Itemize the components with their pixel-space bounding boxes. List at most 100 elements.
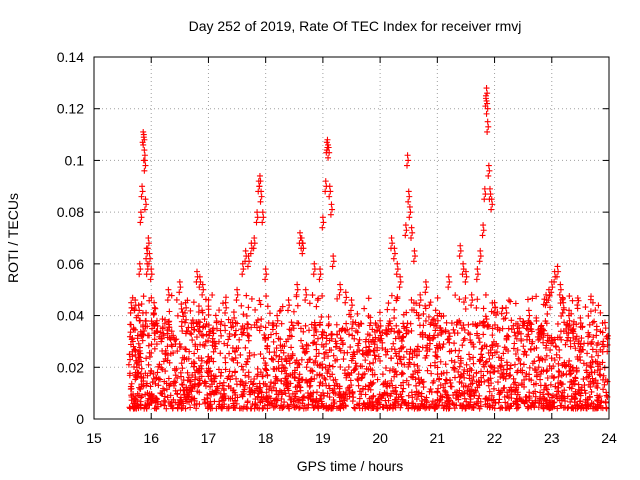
roti-point [216, 307, 223, 314]
roti-point [452, 374, 459, 381]
roti-point [552, 383, 559, 390]
roti-point [438, 370, 445, 377]
roti-point [306, 383, 313, 390]
roti-point [453, 402, 460, 409]
roti-point [185, 324, 192, 331]
roti-peak-point [330, 258, 337, 265]
roti-peak-point [254, 209, 261, 216]
roti-point [195, 309, 202, 316]
roti-point [537, 389, 544, 396]
roti-point [326, 403, 333, 410]
roti-point [278, 402, 285, 409]
roti-point [315, 350, 322, 357]
plot-frame [93, 56, 610, 420]
roti-point [442, 376, 449, 383]
roti-point [132, 326, 139, 333]
roti-peak-point [416, 302, 423, 309]
roti-point [195, 381, 202, 388]
roti-point [318, 313, 325, 320]
roti-point [395, 394, 402, 401]
roti-peak-point [396, 284, 403, 291]
roti-point [336, 388, 343, 395]
roti-point [567, 398, 574, 405]
roti-peak-point [273, 322, 280, 329]
roti-peak-point [503, 304, 509, 311]
roti-point [247, 391, 254, 398]
roti-point [154, 398, 161, 405]
roti-point [245, 373, 252, 380]
roti-point [593, 383, 600, 390]
roti-point [227, 376, 234, 383]
roti-point [380, 380, 387, 387]
roti-point [296, 371, 303, 378]
roti-point [232, 405, 239, 412]
roti-point [264, 395, 271, 402]
roti-peak-point [328, 201, 335, 208]
roti-point [485, 350, 492, 357]
roti-peak-point [284, 307, 291, 314]
roti-point [527, 325, 534, 332]
roti-point [555, 360, 562, 367]
roti-point [229, 344, 236, 351]
roti-point [473, 378, 480, 385]
roti-point [479, 345, 486, 352]
roti-point [434, 294, 441, 301]
roti-point [314, 402, 321, 409]
roti-point [592, 404, 599, 411]
roti-point [252, 402, 259, 409]
roti-point [183, 346, 190, 353]
roti-peak-point [326, 149, 333, 156]
roti-point [554, 395, 561, 402]
roti-point [132, 357, 139, 364]
roti-point [420, 384, 427, 391]
roti-point [398, 402, 405, 409]
roti-point [435, 385, 442, 392]
roti-point [392, 335, 399, 342]
roti-peak-point [481, 185, 488, 192]
roti-point [413, 388, 420, 395]
x-tick-label: 20 [372, 430, 388, 446]
roti-peak-point [479, 232, 486, 239]
roti-point [215, 403, 222, 410]
roti-point [435, 402, 442, 409]
roti-point [388, 292, 395, 299]
roti-point [283, 357, 290, 364]
roti-peak-point [143, 271, 150, 278]
roti-point [412, 391, 419, 398]
roti-point [498, 370, 505, 377]
roti-peak-point [138, 193, 145, 200]
roti-peak-point [143, 201, 150, 208]
roti-point [420, 322, 427, 329]
roti-point [195, 328, 202, 335]
roti-peak-point [320, 219, 327, 226]
roti-point [198, 357, 205, 364]
roti-point [311, 375, 318, 382]
roti-point [561, 361, 568, 368]
roti-point [540, 405, 547, 412]
roti-point [597, 372, 604, 379]
roti-point [429, 398, 436, 405]
roti-point [160, 385, 167, 392]
roti-peak-point [376, 328, 383, 335]
roti-point [377, 357, 384, 364]
roti-point [302, 322, 309, 329]
roti-point [593, 332, 600, 339]
roti-point [362, 357, 369, 364]
roti-point [163, 386, 170, 393]
roti-point [242, 344, 249, 351]
roti-point [375, 353, 382, 360]
roti-peak-point [457, 247, 464, 254]
roti-point [319, 328, 326, 335]
roti-point [437, 358, 444, 365]
roti-point [401, 361, 408, 368]
roti-point [372, 355, 379, 362]
roti-point [347, 344, 354, 351]
roti-peak-point [554, 263, 561, 270]
roti-point [544, 310, 551, 317]
roti-point [482, 395, 489, 402]
roti-point [516, 356, 523, 363]
roti-point [477, 357, 484, 364]
roti-point [185, 355, 192, 362]
roti-point [581, 340, 588, 347]
roti-point [521, 376, 528, 383]
